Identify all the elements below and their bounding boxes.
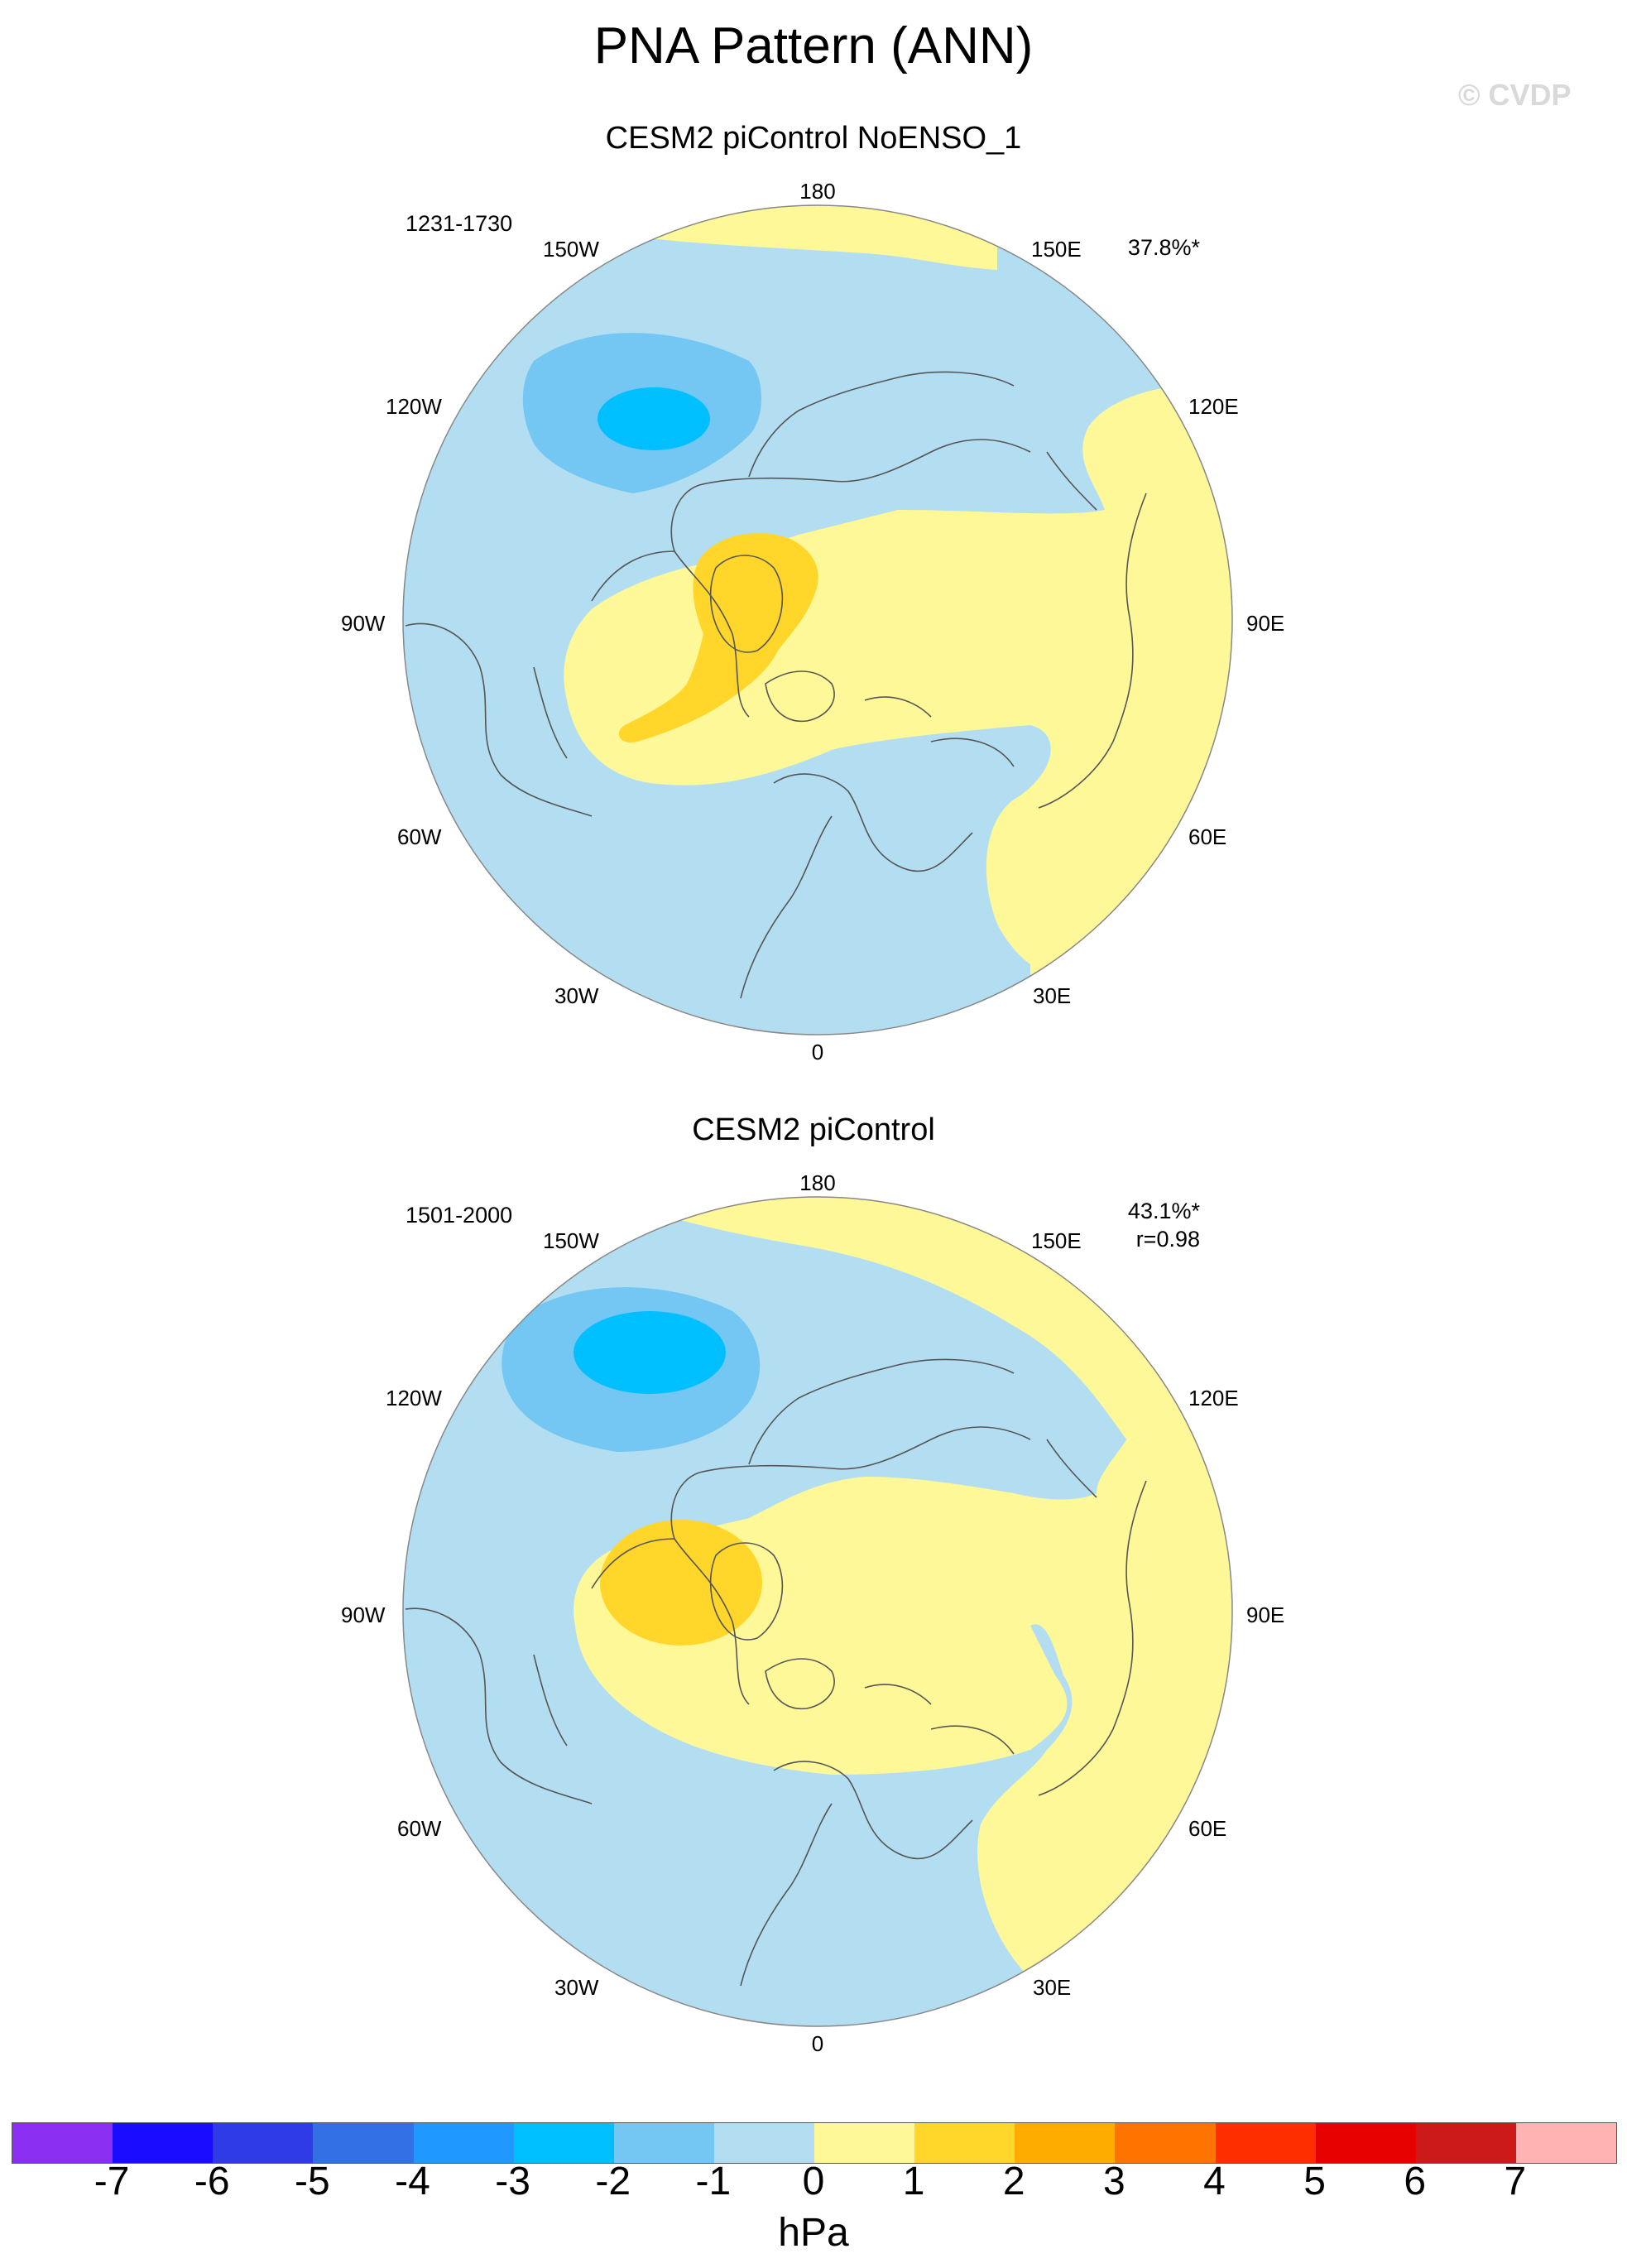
colorbar-box xyxy=(814,2123,915,2163)
colorbar-box xyxy=(313,2123,414,2163)
colorbar-box xyxy=(914,2123,1015,2163)
lon-label-90e: 90E xyxy=(1246,611,1285,636)
lon-label-90e: 90E xyxy=(1246,1602,1285,1627)
colorbar-tick-label: -5 xyxy=(295,2160,330,2203)
colorbar-tick-label: 0 xyxy=(802,2160,825,2203)
lon-label-180: 180 xyxy=(799,1170,836,1195)
lon-label-120w: 120W xyxy=(386,1386,442,1410)
lon-label-30e: 30E xyxy=(1033,1975,1072,2000)
lon-label-60w: 60W xyxy=(397,824,442,849)
colorbar-tick-label: -4 xyxy=(395,2160,430,2203)
figure-title: PNA Pattern (ANN) xyxy=(593,17,1034,74)
lon-label-150e: 150E xyxy=(1031,1228,1082,1253)
colorbar-box xyxy=(413,2123,514,2163)
polar-map xyxy=(402,204,1233,1035)
colorbar-box xyxy=(1115,2123,1216,2163)
colorbar-tick-label: 6 xyxy=(1404,2160,1427,2203)
correlation-stat: r=0.98 xyxy=(1135,1227,1200,1252)
lon-label-30w: 30W xyxy=(554,983,599,1008)
colorbar-tick-label: -3 xyxy=(495,2160,530,2203)
lon-label-180: 180 xyxy=(799,179,836,204)
positive-core xyxy=(618,533,818,742)
panel-title: CESM2 piControl NoENSO_1 xyxy=(605,121,1022,156)
colorbar-box xyxy=(1315,2123,1416,2163)
period-label: 1501-2000 xyxy=(406,1203,513,1228)
colorbar-box xyxy=(613,2123,714,2163)
coastlines xyxy=(405,371,1147,999)
lon-label-60e: 60E xyxy=(1188,1816,1227,1841)
colorbar-tick-label: 7 xyxy=(1504,2160,1527,2203)
colorbar-tick-label: 2 xyxy=(1002,2160,1025,2203)
colorbar-box xyxy=(113,2123,214,2163)
map-boundary xyxy=(402,204,1233,1035)
colorbar xyxy=(12,2122,1617,2164)
colorbar-tick-label: -1 xyxy=(695,2160,732,2203)
colorbar-tick-label: -6 xyxy=(194,2160,230,2203)
lon-label-0: 0 xyxy=(811,2031,824,2056)
lon-label-90w: 90W xyxy=(341,1602,386,1627)
negative-core xyxy=(598,387,710,450)
colorbar-tick-label: 5 xyxy=(1303,2160,1326,2203)
positive-anomaly-region xyxy=(564,369,1232,1035)
lon-label-30w: 30W xyxy=(554,1975,599,2000)
lon-label-0: 0 xyxy=(811,1040,824,1064)
colorbar-box xyxy=(1015,2123,1116,2163)
lon-label-60e: 60E xyxy=(1188,824,1227,849)
negative-core xyxy=(574,1311,726,1394)
variance-stat: 43.1%* xyxy=(1127,1199,1200,1223)
lon-label-150w: 150W xyxy=(543,1228,599,1253)
colorbar-box xyxy=(213,2123,314,2163)
colorbar-box xyxy=(713,2123,814,2163)
colorbar-tick-label: 1 xyxy=(902,2160,925,2203)
colorbar-tick-label: -2 xyxy=(595,2160,631,2203)
colorbar-tick-label: -7 xyxy=(94,2160,130,2203)
cvdp-watermark: © CVDP xyxy=(1458,78,1572,112)
map-boundary xyxy=(402,1196,1233,2027)
period-label: 1231-1730 xyxy=(406,211,513,236)
coastlines xyxy=(405,1358,1147,1987)
lon-label-90w: 90W xyxy=(341,611,386,636)
lon-label-30e: 30E xyxy=(1033,983,1072,1008)
lon-label-120w: 120W xyxy=(386,394,442,419)
colorbar-box xyxy=(513,2123,614,2163)
variance-stat: 37.8%* xyxy=(1127,235,1200,260)
colorbar-box xyxy=(1415,2123,1516,2163)
colorbar-box xyxy=(1215,2123,1316,2163)
positive-core xyxy=(600,1520,762,1646)
colorbar-tick-label: 3 xyxy=(1103,2160,1125,2203)
lon-label-150w: 150W xyxy=(543,237,599,262)
lon-label-60w: 60W xyxy=(397,1816,442,1841)
colorbar-tick-label: 4 xyxy=(1203,2160,1226,2203)
lon-label-120e: 120E xyxy=(1188,1386,1239,1410)
colorbar-box xyxy=(12,2123,113,2163)
polar-map xyxy=(402,1196,1233,2027)
panel-title: CESM2 piControl xyxy=(692,1112,935,1147)
lon-label-150e: 150E xyxy=(1031,237,1082,262)
colorbar-units: hPa xyxy=(778,2211,849,2255)
lon-label-120e: 120E xyxy=(1188,394,1239,419)
colorbar-box xyxy=(1515,2123,1616,2163)
